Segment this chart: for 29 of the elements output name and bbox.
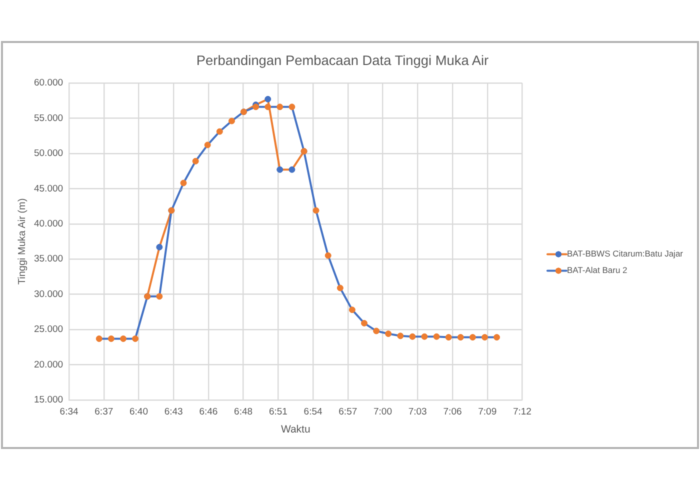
x-tick-label: 6:57 (338, 406, 358, 418)
y-tick-label: 30.000 (34, 288, 64, 300)
x-tick-label: 6:46 (199, 406, 218, 418)
legend-label: BAT-Alat Baru 2 (566, 265, 628, 276)
x-tick-label: 6:51 (268, 406, 288, 418)
y-tick-label: 35.000 (34, 254, 64, 265)
x-tick-label: 7:09 (478, 406, 497, 418)
y-tick-label: 45.000 (34, 183, 64, 194)
x-tick-label: 6:40 (130, 406, 148, 418)
y-tick-label: 60.000 (34, 78, 64, 89)
x-tick-label: 7:12 (512, 406, 532, 418)
y-axis-title: Tinggi Muka Air (m) (16, 198, 28, 285)
x-tick-label: 6:43 (164, 406, 183, 418)
x-axis-title: Waktu (280, 424, 310, 436)
x-tick-label: 7:00 (374, 406, 392, 418)
x-tick-label: 7:03 (408, 406, 427, 418)
x-tick-label: 6:34 (60, 406, 78, 418)
x-tick-label: 6:37 (94, 406, 114, 418)
x-tick-label: 6:54 (304, 406, 322, 418)
y-tick-label: 50.000 (34, 148, 64, 160)
y-tick-label: 25.000 (34, 324, 64, 336)
x-tick-label: 7:06 (443, 406, 462, 418)
legend-label: BAT-BBWS Citarum:Batu Jajar (566, 248, 684, 259)
y-tick-label: 55.000 (34, 112, 64, 124)
chart-title: Perbandingan Pembacaan Data Tinggi Muka Air (196, 52, 490, 68)
x-tick-label: 6:48 (234, 406, 253, 418)
y-tick-label: 15.000 (34, 394, 64, 406)
y-tick-label: 20.000 (34, 359, 64, 370)
y-tick-label: 40.000 (34, 218, 64, 230)
